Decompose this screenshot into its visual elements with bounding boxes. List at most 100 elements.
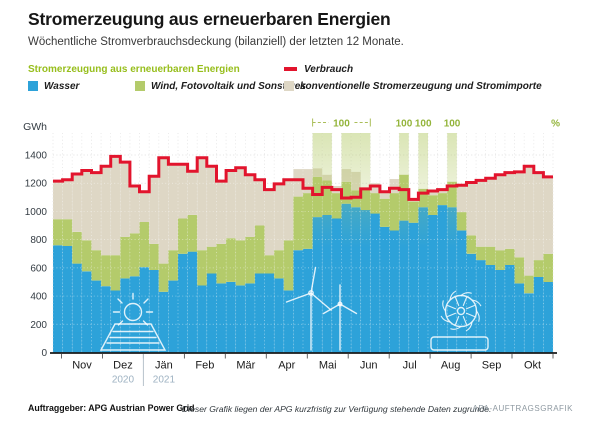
bar-wasser (264, 273, 275, 353)
bar-konventionell (139, 191, 150, 222)
legend-konventionell-label: konventionelle Stromerzeugung und Stromi… (300, 80, 542, 92)
bar-wind-pv (370, 193, 380, 214)
month-label: Mär (236, 360, 255, 372)
bar-wasser (543, 282, 553, 353)
bar-wind-pv (264, 255, 275, 274)
month-label: Apr (278, 360, 295, 372)
month-label: Feb (195, 360, 214, 372)
bar-wind-pv (120, 236, 130, 279)
bar-wind-pv (101, 255, 111, 287)
bar-wind-pv (197, 250, 207, 286)
coverage-range-label: 100 (333, 119, 350, 130)
verbrauch-line (53, 154, 553, 201)
legend-item-verbrauch: Verbrauch (284, 62, 353, 76)
svg-text:1400: 1400 (25, 151, 48, 162)
bar-wind-pv (466, 235, 477, 254)
month-label: Jun (360, 360, 378, 372)
bar-wind-pv (129, 233, 140, 277)
bar-wasser (351, 207, 361, 353)
svg-text:400: 400 (30, 292, 47, 303)
full-coverage-band (312, 133, 323, 248)
bar-wasser (418, 207, 428, 353)
bar-konventionell (206, 166, 217, 247)
legend-renewables-title-text: Stromerzeugung aus erneuerbaren Energien (28, 63, 240, 75)
bar-wind-pv (81, 240, 92, 272)
svg-text:1000: 1000 (25, 207, 48, 218)
bar-wasser (504, 265, 515, 353)
bar-wasser (254, 273, 265, 353)
bar-konventionell (129, 186, 140, 234)
bar-konventionell (254, 179, 265, 226)
bar-wasser (428, 215, 438, 353)
coverage-single-label: 100 (396, 119, 413, 130)
bar-wasser (466, 253, 477, 353)
full-coverage-band (418, 133, 428, 248)
month-label: Dez (113, 360, 133, 372)
bar-wasser (178, 253, 188, 353)
coverage-single-label: 100 (415, 119, 432, 130)
bar-wind-pv (149, 243, 159, 270)
bar-wind-pv (235, 240, 246, 286)
footer-credit: APA-AUFTRAGSGRAFIK (472, 404, 573, 413)
bar-wind-pv (178, 218, 188, 254)
month-label: Aug (441, 360, 461, 372)
bar-konventionell (235, 167, 246, 241)
bar-konventionell (62, 179, 73, 220)
bar-wind-pv (139, 222, 150, 268)
bar-wasser (476, 260, 486, 353)
full-coverage-band (322, 133, 332, 248)
month-label: Jän (155, 360, 173, 372)
year-label: 2020 (112, 375, 135, 386)
legend-row-1: Stromerzeugung aus erneuerbaren Energien… (0, 62, 600, 76)
bar-konventionell (456, 185, 467, 213)
water-turbine-icon (430, 290, 489, 351)
bar-konventionell (379, 191, 390, 199)
bar-wasser (149, 270, 159, 353)
bar-wasser (456, 230, 467, 353)
bar-wasser (495, 270, 505, 353)
svg-text:600: 600 (30, 263, 47, 274)
legend-item-wasser: Wasser (28, 79, 79, 93)
bar-konventionell (187, 171, 198, 215)
legend-verbrauch-label: Verbrauch (304, 63, 354, 75)
bar-konventionell (178, 164, 188, 219)
bar-wasser (283, 290, 294, 353)
bar-wind-pv (331, 193, 342, 219)
bar-wasser (341, 203, 352, 353)
bar-wasser (399, 220, 409, 353)
bar-konventionell (245, 174, 255, 237)
bar-konventionell (149, 176, 159, 244)
bar-wasser (53, 245, 63, 353)
bar-wind-pv (245, 236, 255, 284)
bar-konventionell (274, 183, 284, 251)
legend-item-wind: Wind, Fotovoltaik und Sonstiges (135, 79, 306, 93)
bar-wasser (447, 207, 457, 353)
bar-wind-pv (62, 219, 73, 246)
bar-wasser (168, 280, 178, 353)
bar-wasser (524, 293, 534, 353)
bar-konventionell (504, 172, 515, 249)
bar-konventionell (389, 179, 400, 194)
bar-wasser (91, 280, 102, 353)
svg-text:1200: 1200 (25, 179, 48, 190)
bar-wasser (235, 285, 246, 353)
bar-wasser (322, 215, 332, 353)
full-coverage-band (351, 133, 361, 248)
bar-wind-pv (187, 215, 198, 252)
bar-wasser (533, 277, 544, 353)
bar-wind-pv (293, 196, 303, 251)
bar-wasser (514, 283, 525, 353)
bar-wasser (370, 213, 380, 353)
bar-wasser (360, 210, 371, 353)
bar-wind-pv (524, 275, 534, 294)
y-axis: 0 200 400 600 800 1000 1200 1400 GWh (23, 121, 47, 359)
bar-konventionell (168, 164, 178, 251)
bar-konventionell (370, 183, 380, 194)
bar-wasser (72, 263, 82, 353)
wasser-swatch (28, 81, 38, 91)
bar-wind-pv (226, 238, 236, 282)
month-label: Mai (319, 360, 337, 372)
legend-row-2: Wasser Wind, Fotovoltaik und Sonstiges k… (0, 79, 600, 93)
bar-konventionell (197, 157, 207, 251)
